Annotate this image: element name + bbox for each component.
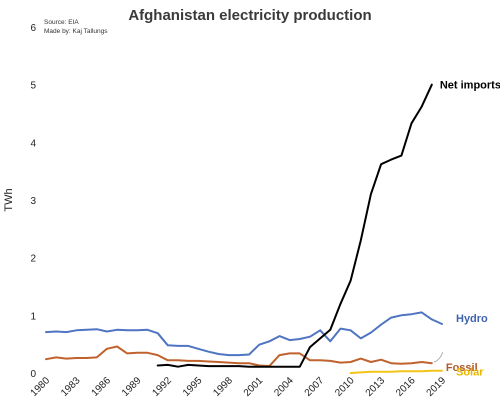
- series-labels: Hydro Fossil Net imports Solar: [433, 80, 500, 379]
- series-line-solar: [349, 369, 443, 374]
- series-line-hydro: [45, 311, 443, 357]
- x-tick-label: 1998: [211, 375, 235, 399]
- source-note: Source: EIA: [44, 19, 79, 26]
- series-label-solar: Solar: [456, 367, 484, 379]
- x-tick-label: 2007: [303, 375, 327, 399]
- series-line-net-imports: [156, 83, 433, 368]
- chart-title: Afghanistan electricity production: [128, 7, 371, 24]
- x-tick-label: 1983: [59, 375, 83, 399]
- y-tick-label: 1: [30, 311, 36, 322]
- series-line-fossil: [45, 345, 433, 368]
- series-label-fossil: Fossil: [446, 362, 478, 374]
- y-tick-label: 6: [30, 23, 36, 34]
- fossil-label-connector: [433, 352, 444, 363]
- x-tick-label: 2016: [394, 375, 418, 399]
- x-tick-label: 1992: [150, 375, 174, 399]
- x-tick-label: 2004: [272, 375, 296, 399]
- y-tick-label: 5: [30, 81, 36, 92]
- y-tick-label: 0: [30, 369, 36, 380]
- x-tick-label: 1986: [90, 375, 114, 399]
- series-label-hydro: Hydro: [456, 313, 488, 325]
- author-note: Made by: Kaj Tallungs: [44, 28, 108, 35]
- x-tick-label: 2010: [333, 375, 357, 399]
- y-axis-label: TWh: [3, 188, 15, 211]
- series-layer: [45, 83, 443, 374]
- series-label-net-imports: Net imports: [440, 80, 500, 92]
- x-tick-label: 1989: [120, 375, 144, 399]
- x-tick-label: 1995: [181, 375, 205, 399]
- x-tick-label: 2013: [364, 375, 388, 399]
- x-tick-label: 2001: [242, 375, 266, 399]
- x-tick-label: 2019: [425, 375, 449, 399]
- y-tick-label: 4: [30, 138, 36, 149]
- y-tick-label: 3: [30, 196, 36, 207]
- axes: 1980 1983 1986 1989 1992 1995 1998 2001 2004 2007…: [29, 23, 449, 399]
- y-tick-label: 2: [30, 254, 36, 265]
